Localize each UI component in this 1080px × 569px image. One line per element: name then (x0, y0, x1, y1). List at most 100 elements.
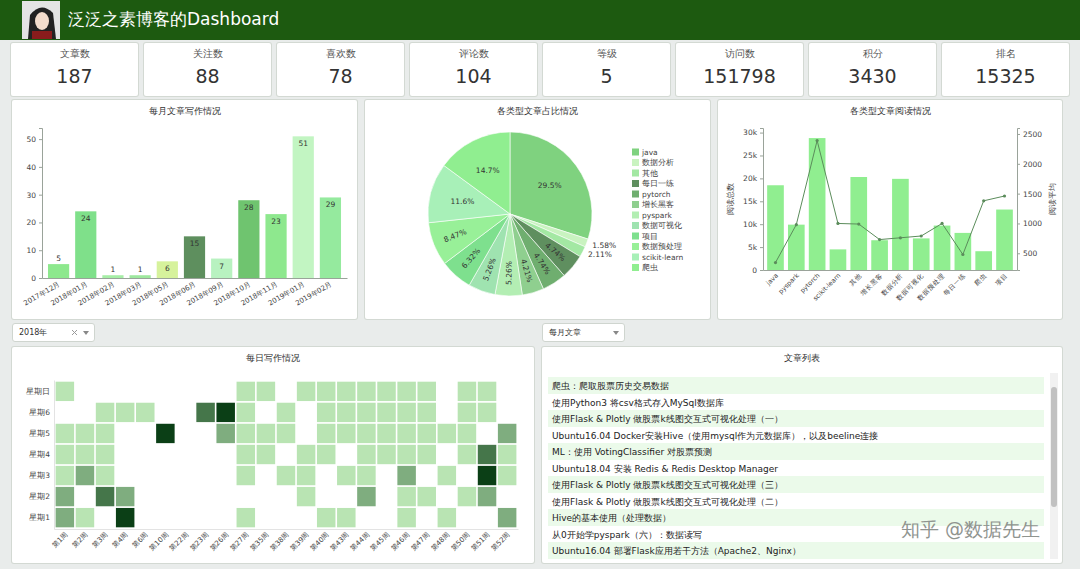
scrollbar-thumb[interactable] (1051, 387, 1057, 507)
tick: 30k (743, 128, 763, 137)
tick: 第48周 (430, 529, 452, 553)
article-title[interactable]: ML：使用 VotingClassifier 对股票预测 (552, 446, 712, 459)
marker (982, 199, 985, 202)
bar (130, 275, 151, 278)
cell (277, 424, 295, 443)
slice-label: 5.26% (504, 261, 513, 285)
marker (795, 223, 798, 226)
article-title[interactable]: 爬虫：爬取股票历史交易数据 (552, 380, 669, 393)
tick-mark (39, 250, 42, 251)
tick: 第51周 (470, 529, 492, 553)
tick: java (764, 270, 780, 288)
article-title[interactable]: 从0开始学pyspark（六）：数据读写 (552, 529, 702, 542)
dropdown-icons[interactable] (69, 327, 93, 339)
y-axis: 01020304050 (26, 129, 42, 283)
legend-label: java (641, 148, 658, 157)
cell (478, 382, 496, 401)
legend-label: 其他 (642, 169, 658, 178)
cell (458, 466, 476, 485)
list-row[interactable]: 使用Python3 将csv格式存入MySql数据库 (548, 394, 1044, 411)
cell (317, 487, 335, 506)
cell (76, 424, 94, 443)
dropdown-icons[interactable] (599, 327, 623, 339)
cell (76, 508, 94, 527)
cell (357, 382, 375, 401)
tick: 15k (743, 197, 763, 206)
dropdown[interactable]: 每月文章 (542, 323, 625, 342)
cell (337, 403, 355, 422)
caret-icon[interactable] (83, 331, 89, 335)
tick-label: 第23周 (188, 531, 210, 553)
list-row[interactable]: Ubuntu16.04 部署Flask应用若干方法（Apache2、Nginx） (548, 542, 1044, 559)
y-axis: 星期日星期6星期5星期4星期3星期2星期1 (26, 381, 55, 530)
article-title[interactable]: Ubuntu16.04 部署Flask应用若干方法（Apache2、Nginx） (552, 545, 801, 558)
cell (136, 382, 154, 401)
list-row[interactable]: Ubuntu16.04 Docker安装Hive（使用mysql作为元数据库），… (548, 427, 1044, 444)
kpi-card: 排名15325 (942, 43, 1069, 96)
cell (56, 424, 74, 443)
cell (458, 487, 476, 506)
tick: 50 (26, 135, 42, 144)
legend-label: 项目 (642, 232, 658, 241)
clear-icon[interactable] (72, 330, 77, 335)
cell (297, 508, 315, 527)
panel-monthly: 每月文章写作情况010203040502017年12月2018年01月2018年… (12, 100, 357, 319)
tick-label: 第27周 (228, 531, 250, 553)
cell (337, 424, 355, 443)
list-row[interactable]: 使用Flask & Plotly 做股票k线图交互式可视化处理（三） (548, 476, 1044, 493)
x-axis-line (55, 529, 519, 530)
bar (871, 240, 888, 270)
article-title[interactable]: 使用Python3 将csv格式存入MySql数据库 (552, 397, 724, 410)
tick: 数据预处理 (916, 270, 946, 302)
legend-item: pytorch (632, 190, 671, 199)
tick-mark (1017, 194, 1020, 195)
marker (899, 236, 902, 239)
caret-icon[interactable] (613, 331, 619, 335)
list-row[interactable]: ML：使用 VotingClassifier 对股票预测 (548, 443, 1044, 460)
article-title[interactable]: Hive的基本使用（处理数据） (552, 512, 671, 525)
cell (116, 487, 134, 506)
chart-svg: 每月文章写作情况010203040502017年12月2018年01月2018年… (12, 100, 357, 319)
tick: 0 (31, 274, 42, 283)
data-label: 24 (81, 214, 91, 223)
cell (116, 424, 134, 443)
slice-label: 5.26% (481, 257, 498, 282)
cell (196, 508, 214, 527)
cell (136, 424, 154, 443)
cell (176, 382, 194, 401)
list-row[interactable]: 使用Flask & Plotly 做股票k线图交互式可视化处理（一） (548, 410, 1044, 427)
tick: 10 (26, 246, 42, 255)
tick-label: 星期2 (29, 492, 50, 501)
marker (961, 253, 964, 256)
tick: 第4周 (111, 529, 130, 549)
cells (56, 382, 517, 528)
article-title[interactable]: 使用Flask & Plotly 做股票k线图交互式可视化处理（二） (552, 496, 783, 509)
list-row[interactable]: 爬虫：爬取股票历史交易数据 (548, 377, 1044, 394)
list-title: 文章列表 (542, 353, 1062, 365)
cell (216, 445, 234, 464)
cell (357, 424, 375, 443)
cell (156, 445, 174, 464)
cell (96, 424, 114, 443)
dropdown[interactable]: 2018年 (12, 323, 95, 342)
tick-label: 第10周 (148, 531, 170, 553)
article-title[interactable]: 使用Flask & Plotly 做股票k线图交互式可视化处理（一） (552, 413, 783, 426)
tick-label: 第48周 (430, 531, 452, 553)
cell (417, 403, 435, 422)
dropdown-value[interactable]: 2018年 (19, 327, 47, 338)
tick: 第40周 (309, 529, 331, 553)
tick: 第38周 (269, 529, 291, 553)
dropdown-value[interactable]: 每月文章 (549, 327, 581, 338)
list-row[interactable]: Ubuntu18.04 安装 Redis & Redis Desktop Man… (548, 460, 1044, 477)
tick: 第3周 (91, 529, 110, 549)
bar (238, 200, 259, 278)
article-title[interactable]: Ubuntu16.04 Docker安装Hive（使用mysql作为元数据库），… (552, 430, 878, 443)
tick: 星期2 (29, 492, 54, 501)
kpi-card: 评论数104 (410, 43, 537, 96)
article-title[interactable]: 使用Flask & Plotly 做股票k线图交互式可视化处理（三） (552, 479, 783, 492)
cell (56, 403, 74, 422)
article-title[interactable]: Ubuntu18.04 安装 Redis & Redis Desktop Man… (552, 463, 778, 476)
list-row[interactable]: 使用Flask & Plotly 做股票k线图交互式可视化处理（二） (548, 493, 1044, 510)
legend-label: 每日一练 (642, 179, 674, 188)
tick: 星期1 (29, 513, 54, 522)
